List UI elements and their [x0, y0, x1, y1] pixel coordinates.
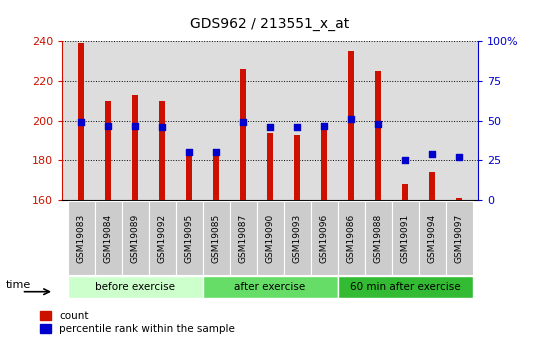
Text: 60 min after exercise: 60 min after exercise: [350, 282, 460, 292]
Point: [239, 120, 247, 125]
Text: GSM19090: GSM19090: [266, 214, 274, 263]
Point: [212, 150, 220, 155]
Point: [320, 123, 328, 128]
Point: [428, 151, 436, 157]
Text: GSM19089: GSM19089: [131, 214, 139, 263]
FancyBboxPatch shape: [94, 201, 122, 275]
Point: [266, 124, 274, 130]
FancyBboxPatch shape: [392, 201, 418, 275]
Text: GSM19096: GSM19096: [320, 214, 328, 263]
Text: GSM19088: GSM19088: [374, 214, 382, 263]
FancyBboxPatch shape: [202, 201, 230, 275]
Bar: [456, 198, 462, 200]
FancyBboxPatch shape: [176, 201, 202, 275]
FancyBboxPatch shape: [202, 276, 338, 298]
Point: [374, 121, 382, 127]
Text: GSM19083: GSM19083: [77, 214, 85, 263]
Text: GSM19094: GSM19094: [428, 214, 436, 263]
Text: before exercise: before exercise: [95, 282, 175, 292]
Text: GSM19087: GSM19087: [239, 214, 247, 263]
Bar: [294, 135, 300, 200]
FancyBboxPatch shape: [284, 201, 310, 275]
Text: GSM19093: GSM19093: [293, 214, 301, 263]
Point: [104, 123, 112, 128]
Bar: [321, 125, 327, 200]
Text: GSM19086: GSM19086: [347, 214, 355, 263]
FancyBboxPatch shape: [418, 201, 445, 275]
Text: GSM19097: GSM19097: [455, 214, 463, 263]
Bar: [213, 155, 219, 200]
Point: [455, 155, 463, 160]
Point: [347, 116, 355, 122]
Bar: [186, 155, 192, 200]
FancyBboxPatch shape: [338, 276, 472, 298]
Point: [77, 120, 85, 125]
FancyBboxPatch shape: [256, 201, 284, 275]
Point: [131, 123, 139, 128]
Bar: [267, 132, 273, 200]
Text: GSM19091: GSM19091: [401, 214, 409, 263]
Bar: [132, 95, 138, 200]
Bar: [105, 101, 111, 200]
Bar: [402, 184, 408, 200]
Point: [158, 124, 166, 130]
FancyBboxPatch shape: [122, 201, 148, 275]
FancyBboxPatch shape: [338, 201, 364, 275]
FancyBboxPatch shape: [68, 276, 202, 298]
FancyBboxPatch shape: [148, 201, 176, 275]
Bar: [348, 51, 354, 200]
Text: GDS962 / 213551_x_at: GDS962 / 213551_x_at: [191, 17, 349, 31]
FancyBboxPatch shape: [310, 201, 338, 275]
FancyBboxPatch shape: [364, 201, 391, 275]
FancyBboxPatch shape: [230, 201, 256, 275]
Bar: [78, 43, 84, 200]
Text: GSM19084: GSM19084: [104, 214, 112, 263]
Bar: [375, 71, 381, 200]
Bar: [429, 172, 435, 200]
FancyBboxPatch shape: [446, 201, 472, 275]
Point: [185, 150, 193, 155]
Point: [293, 124, 301, 130]
Text: time: time: [5, 280, 31, 290]
Legend: count, percentile rank within the sample: count, percentile rank within the sample: [40, 311, 235, 334]
FancyBboxPatch shape: [68, 201, 94, 275]
Text: GSM19095: GSM19095: [185, 214, 193, 263]
Text: GSM19085: GSM19085: [212, 214, 220, 263]
Text: after exercise: after exercise: [234, 282, 306, 292]
Bar: [159, 101, 165, 200]
Text: GSM19092: GSM19092: [158, 214, 166, 263]
Point: [401, 158, 409, 163]
Bar: [240, 69, 246, 200]
